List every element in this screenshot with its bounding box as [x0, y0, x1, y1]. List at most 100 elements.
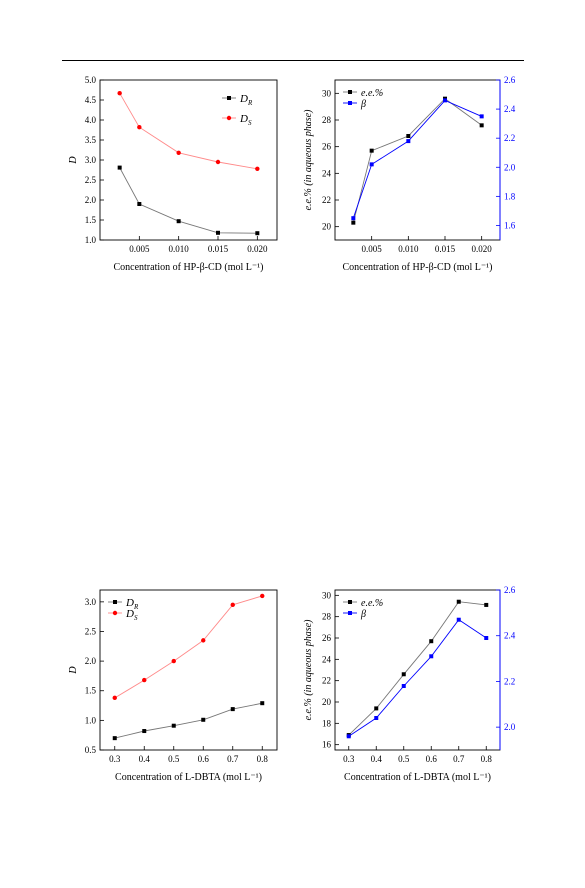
- y-tick-label: 3.0: [85, 597, 97, 607]
- y2-tick-label: 2.2: [504, 133, 515, 143]
- y-tick-label: 30: [322, 590, 332, 600]
- y2-tick-label: 2.0: [504, 162, 516, 172]
- data-point: [456, 617, 461, 622]
- y2-axis-label: β: [519, 667, 520, 674]
- x-axis-label: Concentration of HP-β-CD (mol L⁻¹): [342, 262, 492, 273]
- chart-svg: 0.005 0.010 0.015 0.020 1.0 1.5 2.0 2.5 3.0 3.5 4.…: [68, 75, 278, 273]
- y2-tick-label: 2.0: [504, 722, 516, 732]
- y-tick-label: 24: [322, 168, 332, 178]
- y-tick-label: 3.5: [85, 135, 97, 145]
- legend-label: β: [360, 99, 366, 110]
- data-point: [351, 220, 356, 225]
- plot-frame: [334, 79, 501, 241]
- data-point: [112, 695, 117, 701]
- legend-label: DS: [125, 608, 138, 622]
- x-axis-label: Concentration of L-DBTA (mol L⁻¹): [344, 772, 491, 783]
- y-tick-label: 1.0: [85, 235, 97, 245]
- x-tick-label: 0.005: [362, 244, 383, 254]
- data-point: [255, 231, 260, 236]
- series-line: [348, 601, 487, 736]
- data-point: [374, 706, 379, 711]
- x-tick-label: 0.015: [435, 244, 456, 254]
- x-tick-label: 0.7: [453, 754, 465, 764]
- legend-marker: [227, 96, 231, 100]
- series-line: [114, 595, 263, 699]
- data-point: [484, 636, 489, 640]
- y-tick-label: 3.0: [85, 155, 97, 165]
- data-point: [201, 717, 206, 722]
- y-tick-label: 24: [322, 654, 332, 664]
- y-tick-label: 2.5: [85, 175, 97, 185]
- y2-tick-label: 1.6: [504, 220, 516, 230]
- x-tick-label: 0.4: [371, 754, 383, 764]
- legend-marker: [112, 610, 118, 616]
- chart-d-vs-ldbta: 0.3 0.4 0.5 0.6 0.7 0.8 0.5 1.0 1.5 2.0 2.5 3.0 Conc…: [55, 580, 285, 810]
- data-point: [429, 639, 434, 644]
- x-tick-label: 0.5: [168, 754, 180, 764]
- data-point: [171, 723, 176, 728]
- x-tick-label: 0.010: [169, 244, 190, 254]
- data-point: [201, 638, 206, 643]
- data-point: [484, 602, 489, 607]
- data-point: [171, 658, 176, 664]
- data-point: [401, 684, 406, 688]
- data-point: [137, 202, 142, 206]
- y2-tick-label: 2.4: [504, 631, 516, 641]
- y-tick-label: 20: [322, 222, 332, 232]
- x-tick-label: 0.3: [109, 754, 121, 764]
- data-point: [346, 734, 351, 739]
- x-tick-label: 0.015: [208, 244, 229, 254]
- series-line: [114, 702, 263, 739]
- data-point: [230, 707, 235, 712]
- series-line: [119, 167, 258, 234]
- chart-ee-beta-vs-ldbta: 0.3 0.4 0.5 0.6 0.7 0.8 16 18 20 22 24 26 28 30 2.0 2.2…: [290, 580, 520, 810]
- legend-marker: [113, 600, 117, 604]
- x-tick-label: 0.8: [257, 754, 269, 764]
- data-point: [406, 139, 411, 144]
- x-tick-label: 0.6: [426, 754, 438, 764]
- x-tick-label: 0.005: [129, 244, 150, 254]
- x-tick-label: 0.020: [247, 244, 268, 254]
- y-tick-label: 5.0: [85, 75, 97, 85]
- legend-label: β: [360, 609, 366, 620]
- legend-label: DR: [125, 597, 139, 611]
- y-axis-label: e.e.% (in aqueous phase): [303, 109, 314, 210]
- y-tick-label: 4.0: [85, 115, 97, 125]
- y-tick-label: 0.5: [85, 745, 97, 755]
- data-point: [117, 91, 122, 96]
- legend-marker: [348, 90, 352, 94]
- data-point: [142, 677, 147, 683]
- y-tick-label: 4.5: [85, 95, 97, 105]
- y-tick-label: 22: [322, 676, 331, 686]
- y-tick-label: 26: [322, 142, 332, 152]
- y2-tick-label: 2.4: [504, 104, 516, 114]
- data-point: [215, 159, 221, 165]
- y-axis-label: D: [68, 666, 79, 675]
- x-tick-label: 0.7: [227, 754, 239, 764]
- legend-marker: [348, 101, 352, 105]
- data-point: [112, 736, 117, 741]
- y-tick-label: 2.0: [85, 195, 97, 205]
- y-tick-label: 1.5: [85, 215, 97, 225]
- data-point: [142, 729, 147, 734]
- data-point: [176, 219, 181, 224]
- y-tick-label: 20: [322, 697, 332, 707]
- y2-tick-label: 2.6: [504, 585, 516, 595]
- y2-axis-label: β: [519, 157, 520, 164]
- y-tick-label: 28: [322, 612, 332, 622]
- x-tick-label: 0.5: [398, 754, 410, 764]
- legend-marker: [226, 115, 232, 121]
- y-tick-label: 16: [322, 740, 332, 750]
- data-point: [216, 230, 220, 235]
- series-line: [352, 98, 482, 223]
- data-point: [255, 166, 260, 171]
- y2-tick-label: 2.6: [504, 75, 516, 85]
- x-tick-label: 0.8: [481, 754, 493, 764]
- data-point: [176, 150, 181, 155]
- y-tick-label: 1.5: [85, 686, 97, 696]
- legend-marker: [348, 600, 352, 604]
- y-tick-label: 22: [322, 195, 331, 205]
- x-tick-label: 0.010: [398, 244, 419, 254]
- y-tick-label: 18: [322, 718, 332, 728]
- data-point: [401, 672, 406, 677]
